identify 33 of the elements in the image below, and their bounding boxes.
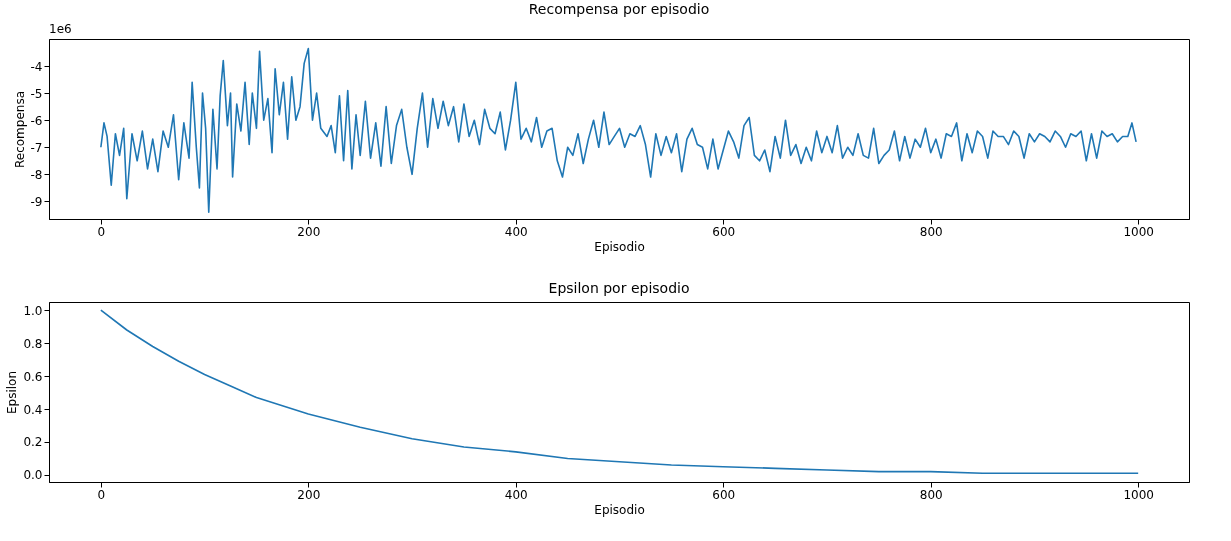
x-tick-label: 800 (919, 224, 943, 239)
y-tick-label: -6 (30, 113, 43, 128)
y-tick-label: -7 (30, 140, 43, 155)
y-tick-label: 0.8 (23, 336, 43, 351)
x-tick-label: 1000 (1123, 487, 1154, 502)
x-tick-label: 600 (712, 487, 736, 502)
x-tick-label: 0 (97, 487, 106, 502)
x-tick-label: 800 (919, 487, 943, 502)
y-tick-label: -5 (30, 86, 43, 101)
y-tick-label: 0.0 (23, 468, 43, 483)
y-tick-label: 0.6 (23, 369, 43, 384)
x-tick-label: 1000 (1123, 224, 1154, 239)
x-tick-label: 200 (297, 487, 321, 502)
chart-title: Epsilon por episodio (548, 280, 690, 296)
chart-title: Recompensa por episodio (528, 1, 710, 17)
x-tick-label: 200 (297, 224, 321, 239)
x-tick-label: 600 (712, 224, 736, 239)
line-series (100, 47, 1137, 214)
y-tick-label: 0.4 (23, 402, 43, 417)
x-tick-label: 0 (97, 224, 106, 239)
x-tick-label: 400 (504, 487, 528, 502)
y-tick-label: 0.2 (23, 435, 43, 450)
y-tick-label: -8 (30, 167, 43, 182)
y-tick-label: 1.0 (23, 303, 43, 318)
y-axis-title: Epsilon (5, 370, 20, 415)
x-axis-title: Episodio (594, 239, 645, 254)
x-tick-label: 400 (504, 224, 528, 239)
x-axis-title: Episodio (594, 502, 645, 517)
line-series (100, 309, 1139, 475)
y-tick-label: -4 (30, 59, 43, 74)
y-tick-label: -9 (30, 194, 43, 209)
text: 1e6 (49, 22, 72, 36)
y-axis-title: Recompensa (12, 90, 27, 169)
